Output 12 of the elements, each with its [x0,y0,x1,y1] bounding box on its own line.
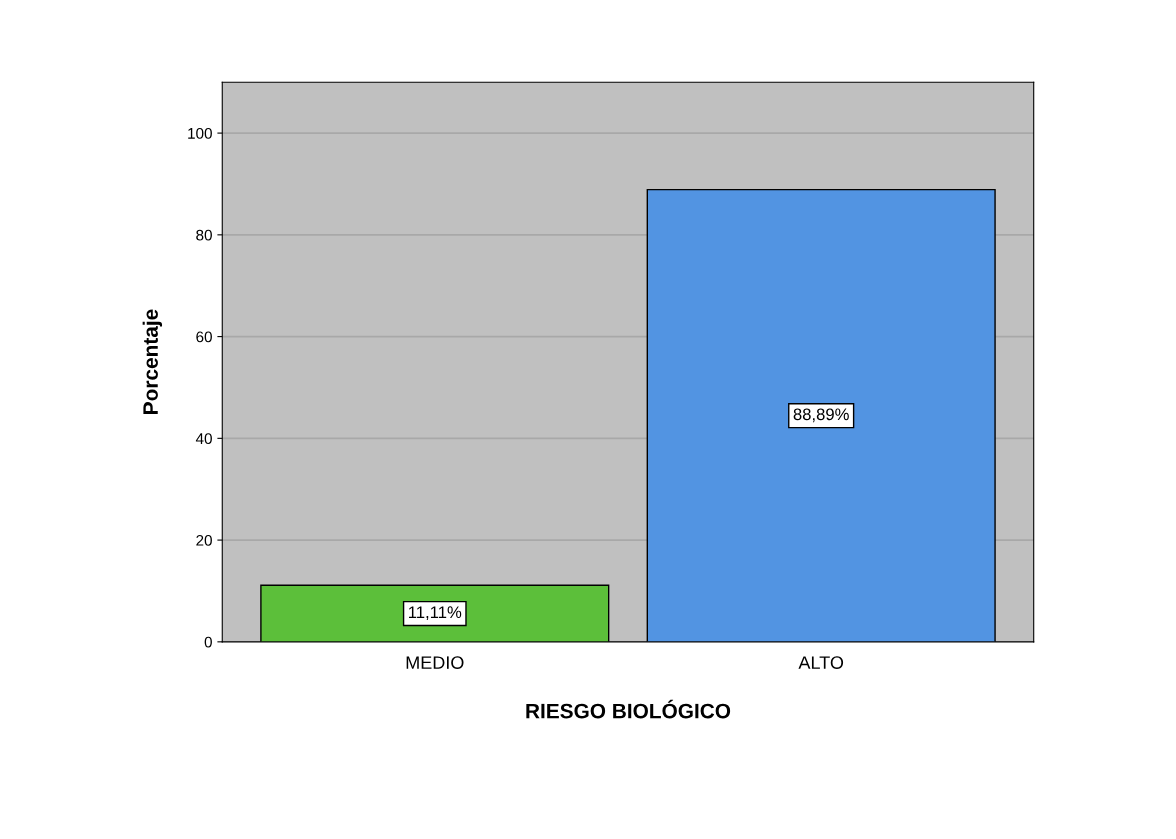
y-tick-label: 0 [204,636,212,648]
x-axis-title: RIESGO BIOLÓGICO [526,699,731,719]
y-tick-label: 20 [196,534,212,546]
y-tick-label: 40 [195,433,212,445]
data-label: 88,89% [793,408,849,423]
y-axis-title: Porcentaje [142,309,163,414]
y-tick-label: 60 [196,331,212,343]
y-tick-label: 100 [188,127,212,139]
x-tick-label: MEDIO [406,656,464,669]
data-label: 11,11% [409,606,462,621]
x-tick-label: ALTO [798,656,844,669]
y-tick-label: 80 [196,229,212,241]
